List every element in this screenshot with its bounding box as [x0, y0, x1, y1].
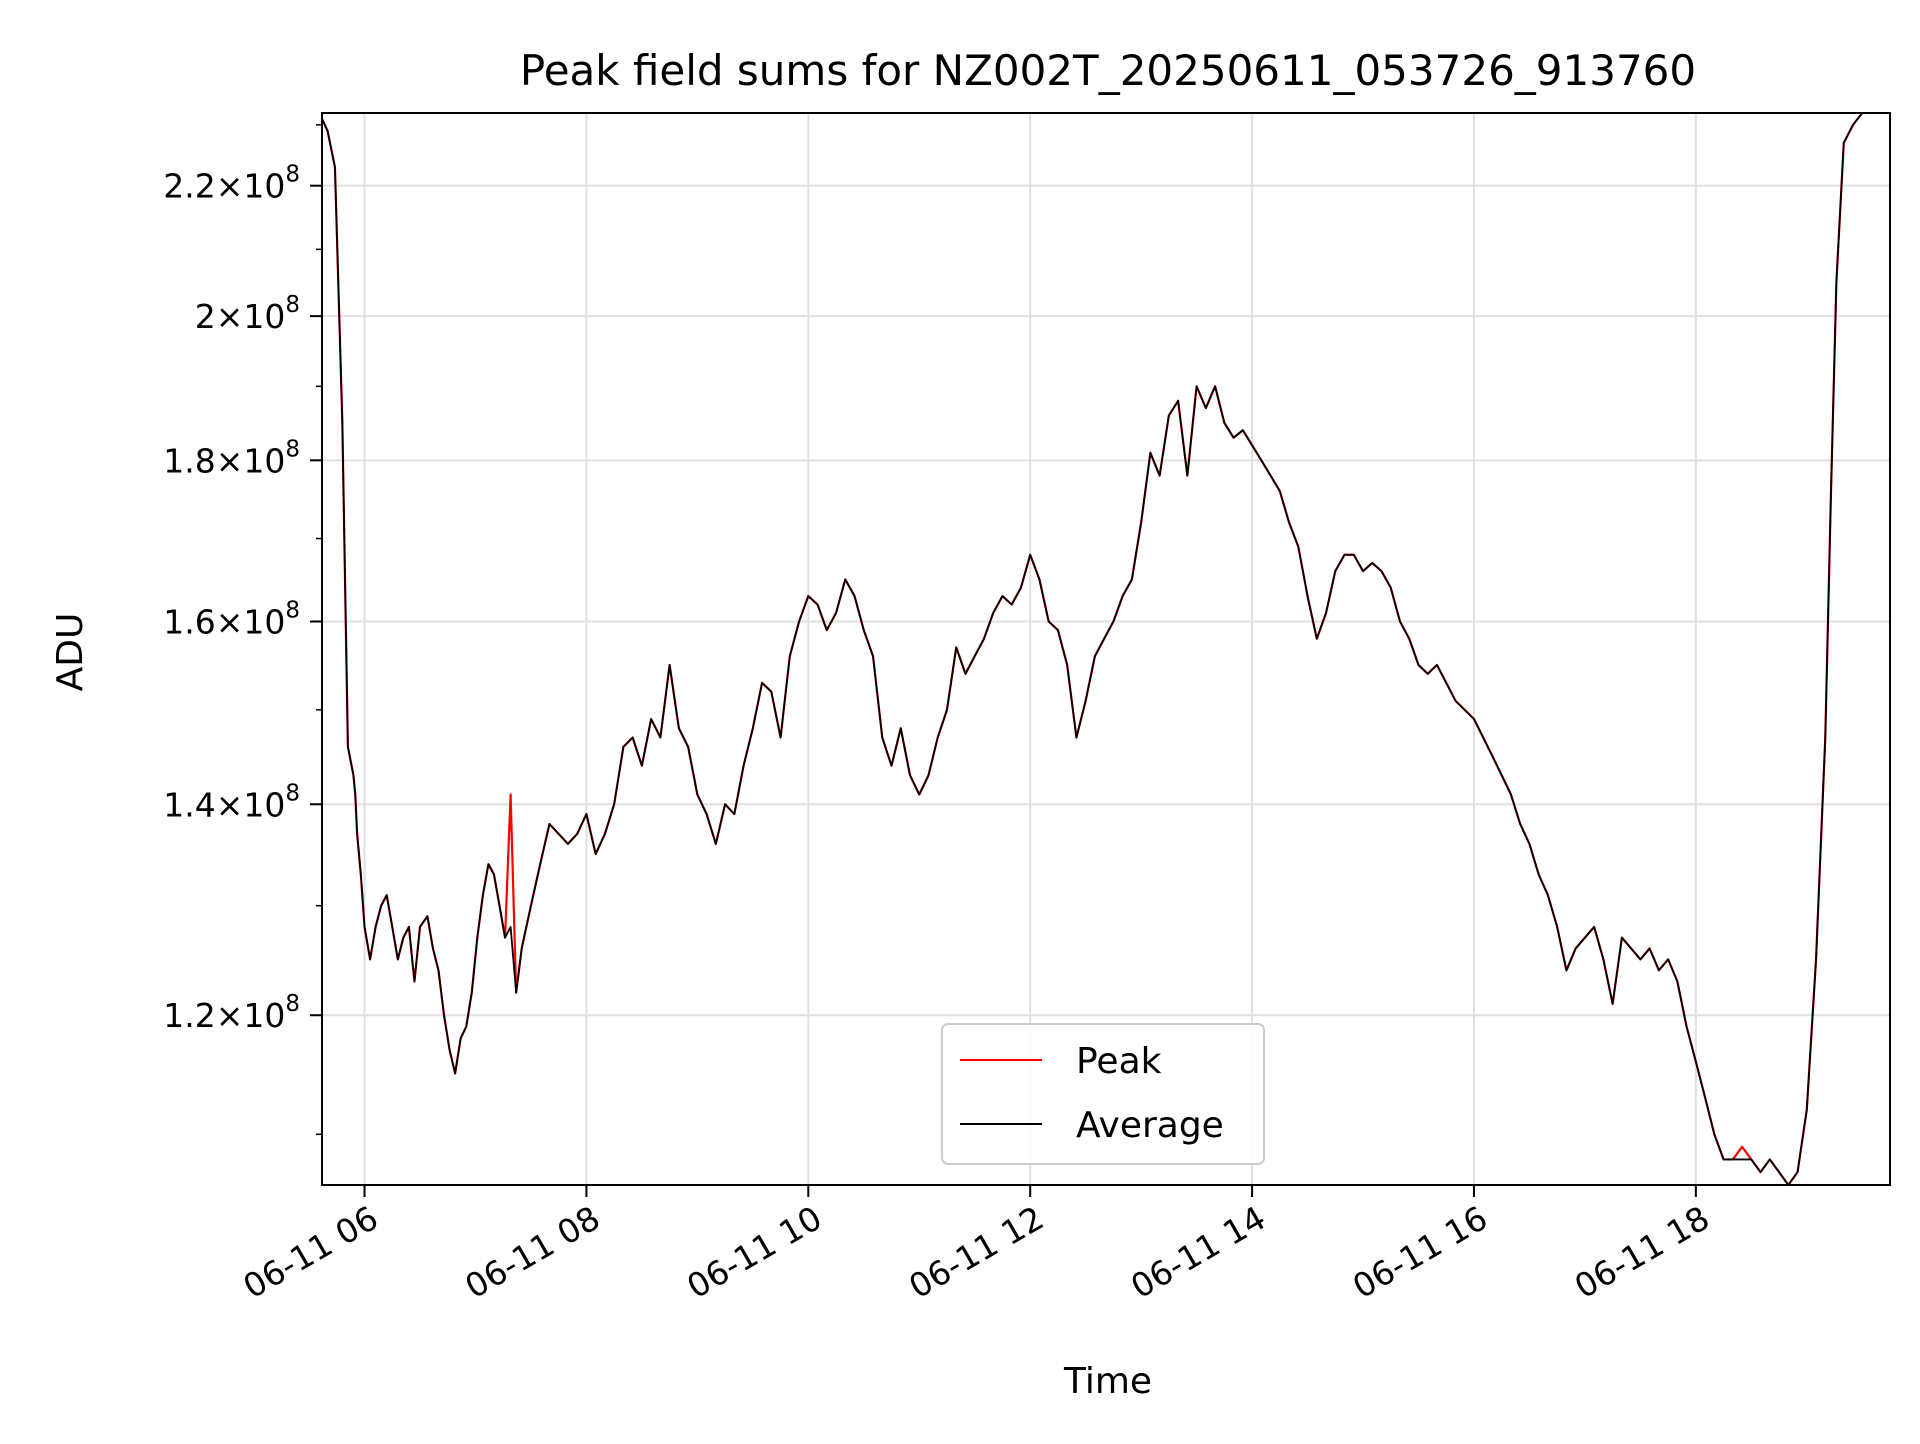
- y-tick-exponent: 8: [285, 292, 300, 318]
- x-axis-label: Time: [1063, 1361, 1152, 1402]
- y-tick-mantissa: 2: [195, 297, 216, 336]
- grid: [322, 113, 1890, 1185]
- y-tick-base: ×10: [216, 996, 286, 1035]
- legend-label-peak: Peak: [1076, 1041, 1162, 1082]
- y-tick-exponent: 8: [285, 780, 300, 806]
- y-tick-label: 1.2×108: [163, 991, 300, 1035]
- plot-frame: [321, 112, 1891, 1186]
- y-tick-base: ×10: [216, 441, 286, 480]
- y-tick-label: 1.6×108: [163, 598, 300, 642]
- y-tick-label: 2×108: [195, 292, 300, 336]
- y-tick-mantissa: 1.8: [163, 441, 215, 480]
- legend: Peak Average: [941, 1023, 1265, 1165]
- y-tick-exponent: 8: [285, 991, 300, 1017]
- plot-area: [321, 112, 1864, 1187]
- y-tick-base: ×10: [216, 167, 286, 206]
- y-tick-mantissa: 1.6: [163, 603, 215, 642]
- y-tick-label: 2.2×108: [163, 162, 300, 206]
- chart-title: Peak field sums for NZ002T_20250611_0537…: [520, 46, 1696, 95]
- y-tick-label: 1.4×108: [163, 780, 300, 824]
- y-tick-base: ×10: [216, 297, 286, 336]
- y-tick-exponent: 8: [285, 436, 300, 462]
- y-tick-base: ×10: [216, 785, 286, 824]
- y-tick-exponent: 8: [285, 598, 300, 624]
- y-tick-exponent: 8: [285, 162, 300, 188]
- y-tick-mantissa: 1.4: [163, 785, 215, 824]
- y-tick-label: 1.8×108: [163, 436, 300, 480]
- y-tick-mantissa: 1.2: [163, 996, 215, 1035]
- y-tick-base: ×10: [216, 603, 286, 642]
- y-tick-mantissa: 2.2: [163, 167, 215, 206]
- series-line-average: [321, 112, 1863, 1186]
- legend-label-average: Average: [1076, 1105, 1224, 1146]
- y-axis-label: ADU: [50, 613, 91, 692]
